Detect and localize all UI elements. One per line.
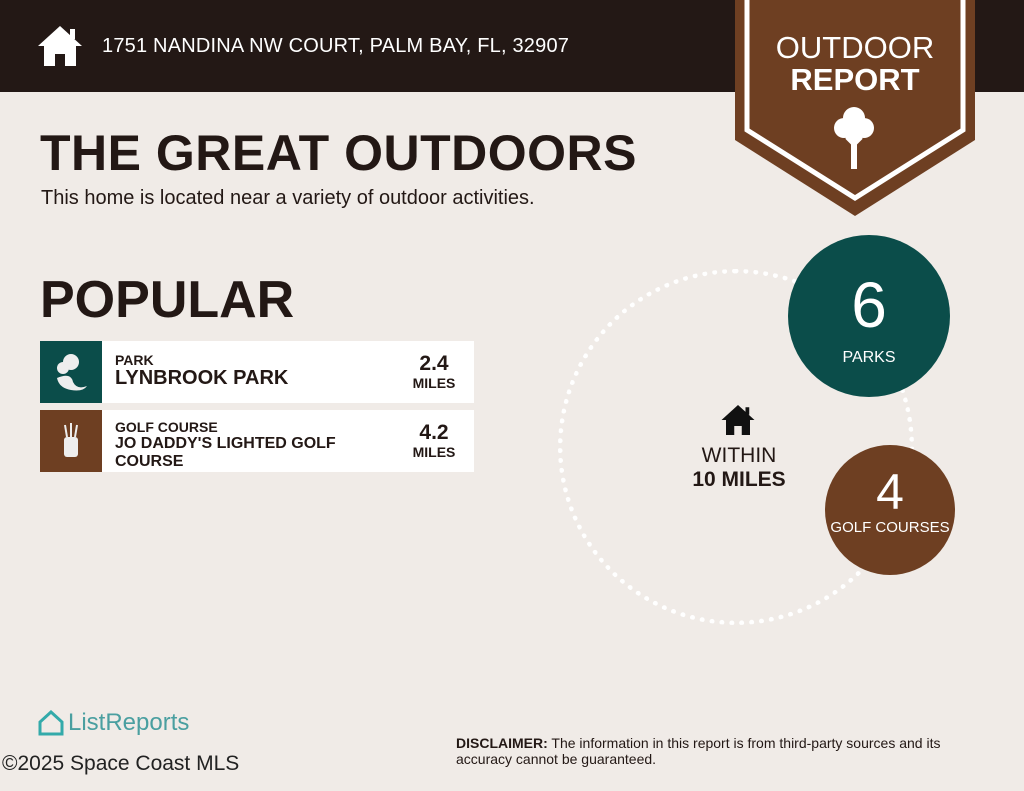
popular-item-golf: GOLF COURSE JO DADDY'S LIGHTED GOLF COURS… (40, 410, 474, 472)
badge-title-line2: REPORT (790, 62, 920, 97)
popular-heading: POPULAR (40, 271, 295, 329)
golf-count: 4 (876, 464, 904, 520)
badge-title-line1: OUTDOOR (775, 30, 935, 65)
golf-bag-icon (40, 410, 102, 472)
golf-count-circle: 4 GOLF COURSES (825, 445, 955, 575)
page-subtitle: This home is located near a variety of o… (41, 187, 535, 209)
park-icon (40, 341, 102, 403)
item-unit: MILES (412, 444, 456, 460)
item-unit: MILES (412, 375, 456, 391)
disclaimer: DISCLAIMER: The information in this repo… (456, 735, 996, 767)
parks-label: PARKS (842, 349, 896, 366)
property-address: 1751 NANDINA NW COURT, PALM BAY, FL, 329… (102, 35, 570, 57)
item-name: JO DADDY'S LIGHTED GOLF COURSE (115, 435, 336, 470)
parks-count-circle: 6 PARKS (788, 235, 950, 397)
item-category: PARK (115, 352, 154, 368)
disclaimer-label: DISCLAIMER: (456, 735, 548, 751)
home-icon (721, 405, 755, 435)
radius-ring (558, 269, 914, 625)
tree-icon (834, 107, 874, 169)
listreports-logo: ListReports (38, 708, 189, 738)
radius-line2: 10 MILES (692, 468, 786, 491)
disclaimer-text: The information in this report is from t… (456, 735, 941, 767)
item-category: GOLF COURSE (115, 419, 218, 435)
item-name: LYNBROOK PARK (115, 367, 289, 389)
radius-line1: WITHIN (701, 444, 777, 467)
item-distance: 4.2 (419, 421, 449, 444)
logo-text: ListReports (68, 709, 190, 736)
home-icon (38, 26, 82, 66)
golf-label: GOLF COURSES (830, 519, 950, 536)
item-distance: 2.4 (419, 352, 449, 375)
radius-label: WITHIN 10 MILES (660, 444, 818, 492)
copyright-watermark: ©2025 Space Coast MLS (2, 752, 240, 775)
popular-item-park: PARK LYNBROOK PARK 2.4 MILES (40, 341, 474, 403)
page-title: THE GREAT OUTDOORS (40, 125, 637, 181)
parks-count: 6 (851, 269, 887, 341)
